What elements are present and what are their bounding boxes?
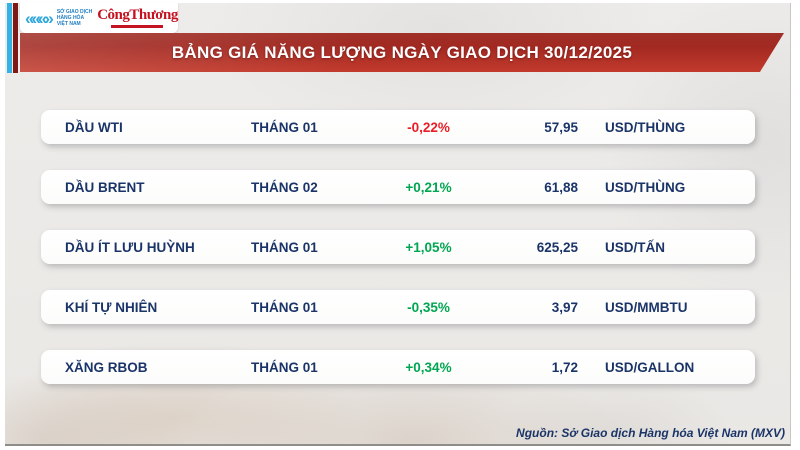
price-unit: USD/THÙNG [605, 179, 686, 195]
table-row: DẦU WTI THÁNG 01 -0,22% 57,95 USD/THÙNG [41, 110, 755, 144]
price-value: 625,25 [536, 239, 578, 255]
commodity-name: DẦU ÍT LƯU HUỲNH [65, 239, 195, 255]
price-table: DẦU WTI THÁNG 01 -0,22% 57,95 USD/THÙNG … [41, 110, 755, 410]
page-title: BẢNG GIÁ NĂNG LƯỢNG NGÀY GIAO DỊCH 30/12… [171, 42, 633, 62]
source-credit: Nguồn: Sở Giao dịch Hàng hóa Việt Nam (M… [516, 426, 785, 440]
logo-plate: «««» SỞ GIAO DỊCH HÀNG HÓA VIỆT NAM Công… [20, 3, 178, 33]
left-accent-bar-cyan [7, 3, 12, 73]
price-unit: USD/GALLON [605, 359, 695, 375]
price-unit: USD/MMBTU [605, 299, 688, 315]
percent-change: +0,34% [405, 359, 452, 375]
mxv-org-line1: SỞ GIAO DỊCH [56, 9, 93, 15]
title-banner: BẢNG GIÁ NĂNG LƯỢNG NGÀY GIAO DỊCH 30/12… [20, 33, 784, 72]
commodity-name: XĂNG RBOB [65, 359, 148, 375]
table-row: XĂNG RBOB THÁNG 01 +0,34% 1,72 USD/GALLO… [41, 350, 755, 384]
contract-month: THÁNG 02 [251, 179, 318, 195]
mxv-chevron-logo-icon: «««» [25, 8, 54, 28]
contract-month: THÁNG 01 [251, 299, 318, 315]
mxv-org-name: SỞ GIAO DỊCH HÀNG HÓA VIỆT NAM [57, 9, 92, 27]
percent-change: -0,22% [407, 119, 450, 135]
price-unit: USD/TẤN [605, 239, 665, 255]
commodity-name: DẦU WTI [65, 119, 123, 135]
commodity-name: KHÍ TỰ NHIÊN [65, 299, 158, 315]
congthuong-tagline-bar [111, 25, 164, 28]
price-value: 3,97 [551, 299, 578, 315]
price-unit: USD/THÙNG [605, 119, 686, 135]
contract-month: THÁNG 01 [251, 239, 318, 255]
left-accent-bar-maroon [13, 3, 18, 73]
price-value: 61,88 [544, 179, 578, 195]
contract-month: THÁNG 01 [251, 359, 318, 375]
congthuong-logo: CôngThương [97, 8, 178, 28]
mxv-org-line3: VIỆT NAM [56, 21, 81, 27]
contract-month: THÁNG 01 [251, 119, 318, 135]
percent-change: +1,05% [405, 239, 452, 255]
mxv-org-line2: HÀNG HÓA [56, 15, 85, 21]
table-row: KHÍ TỰ NHIÊN THÁNG 01 -0,35% 3,97 USD/MM… [41, 290, 755, 324]
price-value: 1,72 [551, 359, 578, 375]
congthuong-logo-text: CôngThương [97, 7, 178, 23]
commodity-name: DẦU BRENT [65, 179, 145, 195]
percent-change: +0,21% [405, 179, 452, 195]
table-row: DẦU ÍT LƯU HUỲNH THÁNG 01 +1,05% 625,25 … [41, 230, 755, 264]
price-value: 57,95 [544, 119, 578, 135]
percent-change: -0,35% [407, 299, 450, 315]
table-row: DẦU BRENT THÁNG 02 +0,21% 61,88 USD/THÙN… [41, 170, 755, 204]
